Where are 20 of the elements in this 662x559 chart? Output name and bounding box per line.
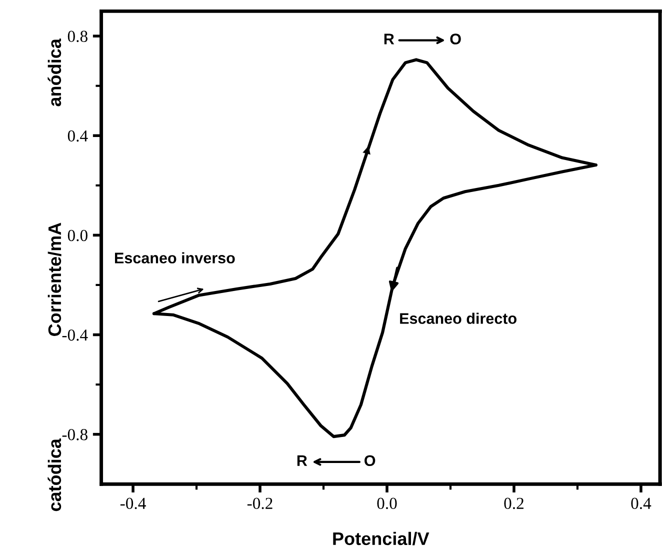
x-tick-label: -0.2 <box>247 498 272 510</box>
x-tick-label: 0.4 <box>631 498 652 510</box>
y-tick-label: 0.0 <box>68 230 88 242</box>
annotation: O <box>450 34 461 44</box>
x-tick-label: -0.4 <box>120 498 146 510</box>
y-tick-label: 0.4 <box>68 130 88 142</box>
y-tick-label: 0.8 <box>68 30 88 42</box>
text: anódica <box>48 38 62 106</box>
annotation: Escaneo inverso <box>115 252 235 264</box>
y-axis-title: Corriente/mA <box>48 222 62 336</box>
annotation: Escaneo directo <box>400 312 516 324</box>
x-tick-label: 0.2 <box>504 498 524 510</box>
annotation: O <box>364 455 376 466</box>
y-tick-label: -0.4 <box>62 329 88 341</box>
text: catódica <box>48 438 62 512</box>
y-tick-label: -0.8 <box>62 429 88 440</box>
annotation: R <box>384 34 394 44</box>
x-axis-title: Potencial/V <box>333 532 430 546</box>
x-tick-label: 0.0 <box>377 498 397 510</box>
annotation: R <box>297 455 308 466</box>
